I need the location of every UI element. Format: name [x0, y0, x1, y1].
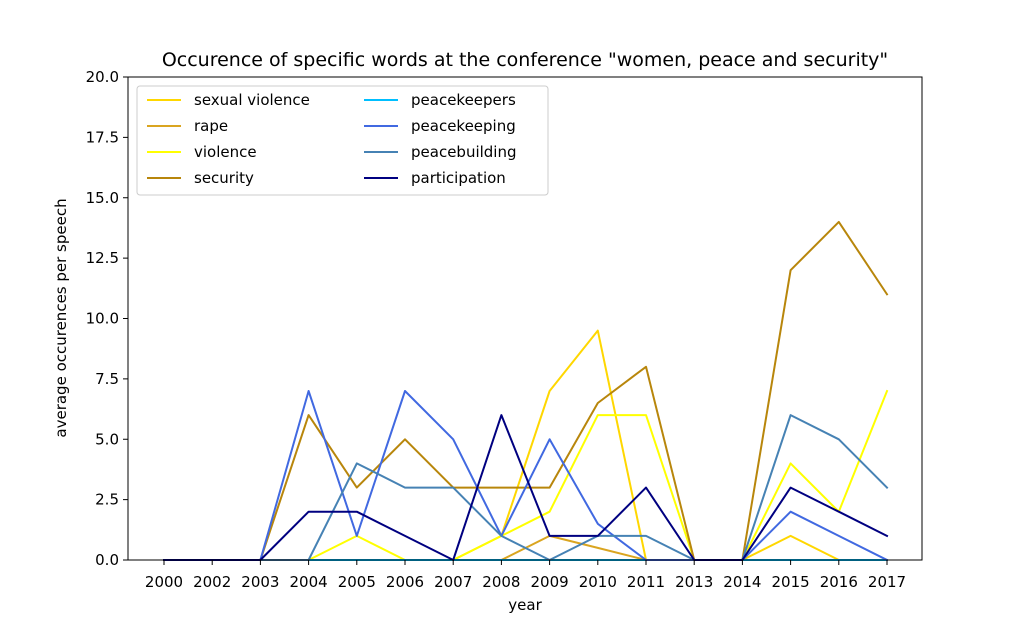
y-axis: 0.0 2.5 5.0 7.5 10.0 12.5 15.0 17.5 20.0 — [86, 68, 128, 569]
y-tick-label: 20.0 — [86, 68, 119, 86]
y-tick-label: 2.5 — [95, 491, 119, 509]
y-tick-label: 15.0 — [86, 189, 119, 207]
x-tick-label: 2005 — [338, 573, 376, 591]
x-tick-label: 2008 — [482, 573, 520, 591]
x-tick-label: 2014 — [723, 573, 761, 591]
y-tick-label: 17.5 — [86, 128, 119, 146]
y-tick-label: 0.0 — [95, 551, 119, 569]
x-axis: 2000 2002 2003 2004 2005 2006 2007 2008 2009 2010… — [145, 560, 906, 591]
x-tick-label: 2009 — [531, 573, 569, 591]
legend-label: rape — [194, 117, 228, 135]
chart-title: Occurence of specific words at the confe… — [162, 49, 888, 71]
series-line-participation — [163, 414, 889, 561]
y-tick-label: 12.5 — [86, 249, 119, 267]
legend-label: violence — [194, 143, 257, 161]
legend-label: security — [194, 169, 254, 187]
y-tick-label: 7.5 — [95, 370, 119, 388]
x-tick-label: 2016 — [820, 573, 858, 591]
x-tick-label: 2002 — [193, 573, 231, 591]
series-line-peacekeeping — [163, 390, 889, 562]
legend-label: participation — [411, 169, 506, 187]
x-tick-label: 2004 — [290, 573, 328, 591]
x-tick-label: 2010 — [579, 573, 617, 591]
legend-label: peacekeepers — [411, 91, 516, 109]
legend-label: peacebuilding — [411, 143, 517, 161]
legend-label: sexual violence — [194, 91, 310, 109]
series-layer — [163, 220, 889, 562]
series-line-security — [163, 220, 889, 561]
x-axis-title: year — [508, 596, 542, 614]
y-axis-title: average occurences per speech — [52, 198, 70, 437]
legend-label: peacekeeping — [411, 117, 516, 135]
x-tick-label: 2013 — [675, 573, 713, 591]
y-tick-label: 10.0 — [86, 310, 119, 328]
y-tick-label: 5.0 — [95, 430, 119, 448]
legend: sexual violence rape violence security peace… — [136, 85, 549, 196]
x-tick-label: 2003 — [241, 573, 279, 591]
legend-box — [136, 85, 549, 196]
x-tick-label: 2007 — [434, 573, 472, 591]
x-tick-label: 2011 — [627, 573, 665, 591]
x-tick-label: 2017 — [868, 573, 906, 591]
x-tick-label: 2000 — [145, 573, 183, 591]
x-tick-label: 2015 — [772, 573, 810, 591]
x-tick-label: 2006 — [386, 573, 424, 591]
